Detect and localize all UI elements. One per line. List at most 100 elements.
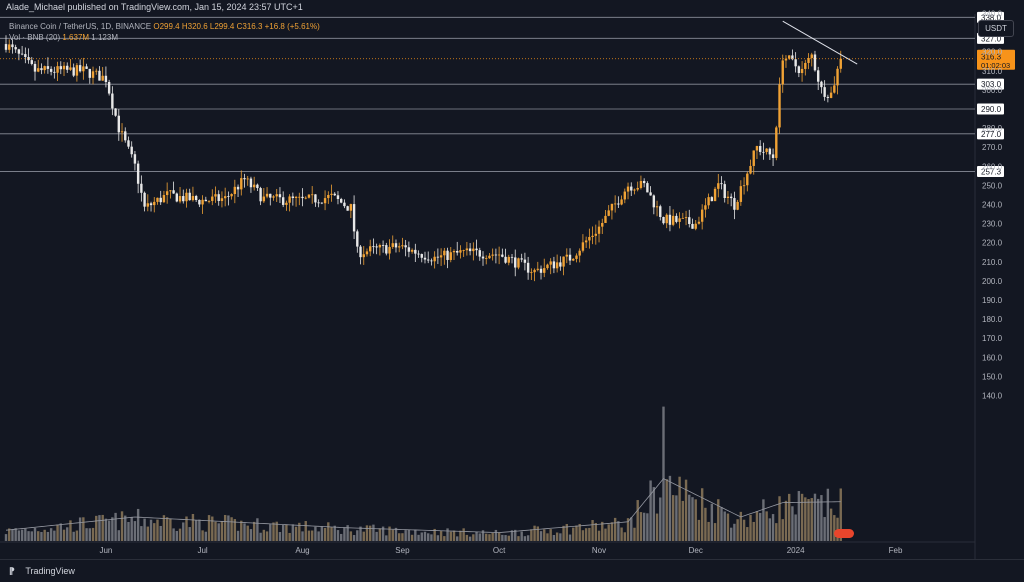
volume-bar bbox=[427, 533, 430, 541]
volume-bar bbox=[446, 528, 449, 541]
candle-body bbox=[517, 258, 520, 268]
level-label: 303.0 bbox=[981, 80, 1002, 89]
volume-bar bbox=[256, 518, 259, 541]
candle-body bbox=[214, 194, 217, 197]
volume-bar bbox=[485, 533, 488, 541]
candle-body bbox=[14, 47, 17, 50]
candle-body bbox=[588, 237, 591, 241]
volume-bar bbox=[133, 521, 137, 541]
candle-body bbox=[630, 186, 633, 191]
candle-body bbox=[565, 254, 569, 257]
volume-bar bbox=[188, 527, 191, 541]
volume-bar bbox=[607, 524, 610, 541]
volume-bar bbox=[588, 527, 591, 541]
volume-bar bbox=[88, 528, 91, 541]
candle-body bbox=[327, 194, 330, 199]
candle-body bbox=[507, 256, 510, 263]
candle-body bbox=[581, 242, 585, 251]
volume-bar bbox=[575, 525, 578, 541]
candle-body bbox=[98, 70, 101, 81]
close-value: C316.3 bbox=[236, 22, 263, 31]
candle-body bbox=[372, 246, 375, 248]
volume-bar bbox=[829, 508, 833, 541]
candle-body bbox=[562, 256, 565, 267]
volume-bar bbox=[82, 517, 85, 541]
volume-bar bbox=[655, 513, 659, 541]
candle-body bbox=[130, 146, 133, 155]
volume-bar bbox=[178, 528, 182, 541]
candle-body bbox=[162, 195, 166, 203]
candle-body bbox=[694, 223, 697, 229]
volume-bar bbox=[791, 506, 794, 541]
candle-body bbox=[56, 66, 59, 73]
volume-bar bbox=[781, 519, 784, 541]
volume-bar bbox=[336, 530, 340, 541]
volume-bar bbox=[14, 528, 17, 541]
low-value: L299.4 bbox=[209, 22, 235, 31]
candle-body bbox=[820, 81, 823, 88]
volume-bar bbox=[581, 530, 585, 541]
marker-badge bbox=[834, 529, 854, 538]
volume-bar bbox=[749, 514, 752, 541]
volume-bar bbox=[182, 522, 185, 541]
volume-bar bbox=[114, 512, 117, 541]
candle-body bbox=[594, 233, 598, 236]
candle-body bbox=[504, 256, 507, 263]
price-tick-label: 260.0 bbox=[982, 162, 1003, 171]
volume-bar bbox=[143, 518, 146, 541]
volume-bar bbox=[307, 530, 311, 541]
time-tick-label: Aug bbox=[295, 546, 309, 555]
price-tick-label: 170.0 bbox=[982, 334, 1003, 343]
candle-body bbox=[120, 131, 124, 133]
volume-bar bbox=[56, 524, 59, 541]
candle-body bbox=[510, 256, 514, 258]
candle-body bbox=[394, 243, 398, 248]
candle-body bbox=[733, 198, 736, 210]
price-tick-label: 160.0 bbox=[982, 353, 1003, 362]
volume-bar bbox=[40, 532, 43, 541]
symbol-label[interactable]: Binance Coin / TetherUS, 1D, BINANCE bbox=[9, 22, 152, 31]
candle-body bbox=[481, 256, 485, 259]
candle-body bbox=[468, 248, 472, 252]
volume-bar bbox=[591, 520, 594, 541]
candle-body bbox=[436, 256, 440, 258]
candle-body bbox=[182, 196, 185, 202]
volume-bar bbox=[362, 531, 365, 541]
volume-bar bbox=[820, 495, 823, 541]
candle-body bbox=[207, 200, 211, 202]
volume-bar bbox=[559, 533, 562, 541]
currency-button[interactable]: USDT bbox=[978, 20, 1014, 37]
volume-bar bbox=[153, 523, 156, 541]
volume-bar bbox=[630, 517, 633, 541]
volume-bar bbox=[310, 530, 314, 541]
volume-bar bbox=[30, 531, 33, 541]
publisher-text: Alade_Michael published on TradingView.c… bbox=[6, 2, 303, 12]
candle-body bbox=[826, 96, 830, 98]
volume-bar bbox=[758, 512, 762, 541]
volume-bar bbox=[111, 517, 114, 541]
volume-bar bbox=[523, 536, 527, 541]
volume-bar bbox=[349, 531, 353, 541]
volume-bar bbox=[710, 503, 714, 541]
candle-body bbox=[671, 215, 675, 225]
volume-bar bbox=[404, 530, 407, 541]
trendline bbox=[782, 20, 858, 65]
candle-body bbox=[156, 197, 159, 202]
tradingview-brand[interactable]: ⁋ TradingView bbox=[9, 566, 75, 577]
volume-bar bbox=[414, 529, 417, 541]
candle-body bbox=[742, 185, 746, 187]
candle-body bbox=[298, 196, 301, 198]
candle-body bbox=[333, 193, 336, 196]
candle-body bbox=[410, 249, 414, 252]
change-value: +16.8 (+5.61%) bbox=[264, 22, 320, 31]
volume-label[interactable]: Vol · BNB (20) bbox=[9, 33, 61, 42]
open-value: O299.4 bbox=[153, 22, 180, 31]
candle-body bbox=[310, 194, 314, 196]
candle-body bbox=[439, 255, 443, 258]
high-value: H320.6 bbox=[181, 22, 208, 31]
price-tick-label: 190.0 bbox=[982, 296, 1003, 305]
candle-body bbox=[781, 60, 784, 85]
volume-bar bbox=[33, 527, 37, 541]
volume-bar bbox=[443, 536, 446, 541]
